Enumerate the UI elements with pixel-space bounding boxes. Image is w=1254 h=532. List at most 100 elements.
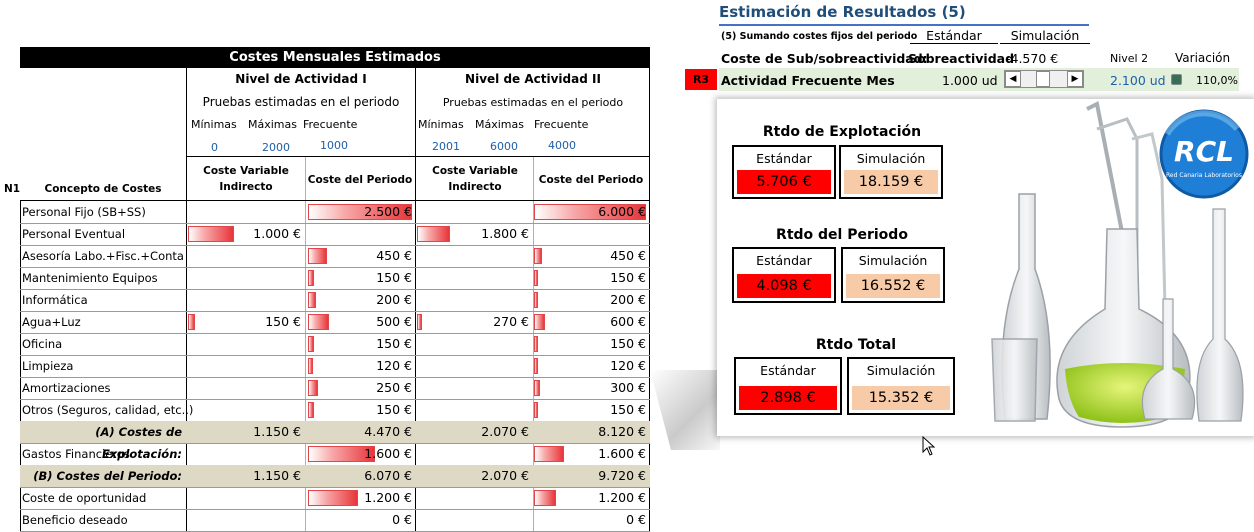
row-label: Asesoría Labo.+Fisc.+Conta	[22, 249, 184, 263]
cell-p2[interactable]: 600 €	[610, 314, 646, 329]
activity-sim-value: 2.100 ud	[1110, 73, 1166, 88]
cell-p1[interactable]: 1.600 €	[364, 446, 412, 461]
data-bar	[308, 248, 327, 264]
activity-slider[interactable]: ◀ ▶	[1004, 70, 1084, 88]
cell-v2[interactable]: 1.800 €	[481, 226, 529, 241]
row-label: Personal Fijo (SB+SS)	[22, 205, 146, 219]
cell-p1[interactable]: 120 €	[376, 358, 412, 373]
cell-v2[interactable]: 2.070 €	[481, 468, 529, 483]
mouse-cursor-icon	[922, 436, 936, 456]
slider-thumb[interactable]	[1036, 71, 1050, 87]
cell-v2[interactable]: 2.070 €	[481, 424, 529, 439]
level1-min[interactable]: 0	[211, 141, 218, 154]
row-divider	[20, 377, 650, 378]
standard-value: 4.098 €	[737, 274, 831, 298]
level1-freq[interactable]: 1000	[320, 139, 348, 152]
standard-value: 5.706 €	[737, 170, 831, 194]
cell-p2[interactable]: 1.600 €	[598, 446, 646, 461]
cell-p2[interactable]: 8.120 €	[598, 424, 646, 439]
cell-p2[interactable]: 120 €	[610, 358, 646, 373]
data-bar	[308, 446, 375, 462]
row-label: Personal Eventual	[22, 227, 126, 241]
sim-value: 18.159 €	[844, 170, 938, 194]
cell-p2[interactable]: 150 €	[610, 270, 646, 285]
cell-p1[interactable]: 500 €	[376, 314, 412, 329]
data-bar	[308, 358, 313, 374]
cell-p1[interactable]: 150 €	[376, 402, 412, 417]
data-bar	[308, 402, 314, 418]
cell-v1[interactable]: 1.150 €	[253, 424, 301, 439]
cell-p1[interactable]: 1.200 €	[364, 490, 412, 505]
data-bar	[534, 292, 538, 308]
subtotal-label: (B) Costes del Periodo:	[33, 469, 182, 483]
data-bar	[534, 490, 556, 506]
estimation-note: (5) Sumando costes fijos del periodo	[721, 31, 918, 42]
n1-label: N1	[4, 183, 21, 195]
cell-p2[interactable]: 450 €	[610, 248, 646, 263]
cell-p1[interactable]: 2.500 €	[364, 204, 412, 219]
sim-label: Simulación	[866, 363, 936, 378]
row-divider	[20, 245, 650, 246]
rtdo-explotacion-title: Rtdo de Explotación	[762, 124, 922, 140]
row-label: Limpieza	[22, 359, 74, 373]
cell-p2[interactable]: 200 €	[610, 292, 646, 307]
cell-p2[interactable]: 1.200 €	[598, 490, 646, 505]
level2-min[interactable]: 2001	[432, 140, 460, 153]
rtdo-periodo-standard: Estándar 4.098 €	[732, 247, 836, 303]
cell-v1[interactable]: 1.150 €	[253, 468, 301, 483]
data-bar	[534, 446, 564, 462]
standard-label: Estándar	[756, 253, 812, 268]
row-divider	[20, 399, 650, 400]
rtdo-explotacion-sim: Simulación 18.159 €	[839, 145, 943, 199]
cell-p1[interactable]: 450 €	[376, 248, 412, 263]
row-divider	[20, 355, 650, 356]
estimation-title: Estimación de Resultados (5)	[719, 3, 966, 21]
cell-p1[interactable]: 150 €	[376, 270, 412, 285]
data-bar	[308, 292, 316, 308]
level1-subtitle: Pruebas estimadas en el periodo	[202, 95, 400, 109]
level1-max[interactable]: 2000	[262, 141, 290, 154]
cell-p2[interactable]: 150 €	[610, 402, 646, 417]
slider-right-arrow-icon[interactable]: ▶	[1067, 71, 1083, 87]
subtotal-row-bg	[20, 421, 650, 443]
cell-p1[interactable]: 250 €	[376, 380, 412, 395]
lab-glassware-image: RCL Red Canaria Laboratorios	[991, 101, 1249, 428]
cell-p1[interactable]: 200 €	[376, 292, 412, 307]
data-bar	[188, 314, 195, 330]
variation-value: 110,0%	[1196, 74, 1238, 87]
data-bar	[308, 204, 412, 220]
cell-p2[interactable]: 0 €	[626, 512, 646, 527]
cell-v1[interactable]: 1.000 €	[253, 226, 301, 241]
cell-p2[interactable]: 150 €	[610, 336, 646, 351]
cell-p1[interactable]: 6.070 €	[364, 468, 412, 483]
level2-max-label: Máximas	[475, 118, 524, 131]
row-label: Otros (Seguros, calidad, etc..)	[22, 403, 194, 417]
cell-p1[interactable]: 4.470 €	[364, 424, 412, 439]
data-bar	[534, 380, 540, 396]
level2-max[interactable]: 6000	[490, 140, 518, 153]
cell-p2[interactable]: 6.000 €	[598, 204, 646, 219]
standard-value: 2.898 €	[739, 386, 837, 410]
level1-title: Nivel de Actividad I	[235, 72, 367, 86]
cell-p2[interactable]: 9.720 €	[598, 468, 646, 483]
level1-col-var: Coste Variable Indirecto	[203, 165, 289, 193]
sim-value: 15.352 €	[852, 386, 950, 410]
level2-freq[interactable]: 4000	[548, 139, 576, 152]
row-divider	[20, 311, 650, 312]
table-title: Costes Mensuales Estimados	[20, 47, 650, 68]
cell-p2[interactable]: 300 €	[610, 380, 646, 395]
data-bar	[308, 314, 329, 330]
cell-v2[interactable]: 270 €	[493, 314, 529, 329]
level1-min-label: Mínimas	[191, 118, 237, 131]
row-label: Gastos Financieros	[22, 447, 130, 461]
cell-v1[interactable]: 150 €	[265, 314, 301, 329]
data-bar	[534, 314, 545, 330]
row-label: Coste de oportunidad	[22, 491, 147, 505]
cell-p1[interactable]: 0 €	[392, 512, 412, 527]
slider-left-arrow-icon[interactable]: ◀	[1005, 71, 1021, 87]
row-divider	[20, 443, 650, 444]
data-bar	[188, 226, 234, 242]
cell-p1[interactable]: 150 €	[376, 336, 412, 351]
row-label: Agua+Luz	[22, 315, 81, 329]
row-label: Informática	[22, 293, 88, 307]
